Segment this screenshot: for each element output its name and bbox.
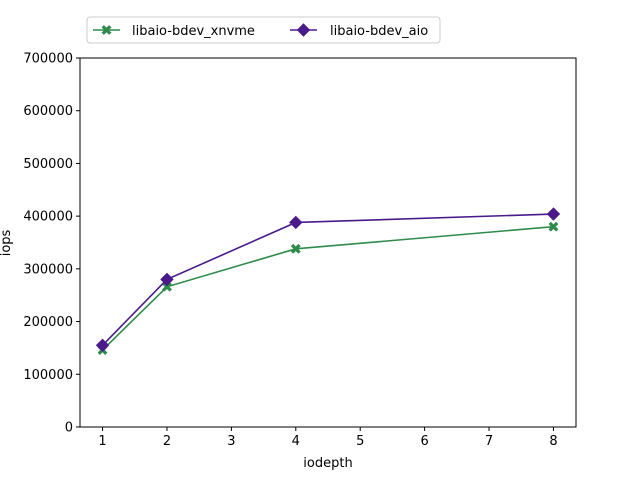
y-tick-label: 300000 xyxy=(23,262,73,277)
x-tick-label: 6 xyxy=(420,434,428,449)
x-tick-label: 2 xyxy=(163,434,171,449)
y-tick-label: 100000 xyxy=(23,368,73,383)
legend-label: libaio-bdev_xnvme xyxy=(132,24,255,39)
series-2 xyxy=(95,207,561,352)
legend-entry: libaio-bdev_xnvme xyxy=(93,24,255,39)
x-tick-label: 8 xyxy=(549,434,557,449)
x-tick-label: 1 xyxy=(98,434,106,449)
x-tick-label: 4 xyxy=(292,434,300,449)
y-tick-label: 700000 xyxy=(23,52,73,67)
legend: libaio-bdev_xnvme libaio-bdev_aio xyxy=(86,16,441,44)
y-tick-label: 600000 xyxy=(23,104,73,119)
y-tick-label: 500000 xyxy=(23,157,73,172)
legend-entry: libaio-bdev_aio xyxy=(290,23,428,39)
series-group xyxy=(95,207,561,355)
y-tick-label: 400000 xyxy=(23,210,73,225)
legend-marker xyxy=(296,23,311,37)
x-tick-label: 5 xyxy=(356,434,364,449)
data-point xyxy=(546,207,561,221)
x-tick-label: 7 xyxy=(485,434,493,449)
x-axis-label: iodepth xyxy=(303,456,352,471)
y-axis-label: iops xyxy=(0,229,14,256)
x-axis: 1 2 3 4 5 6 7 8 xyxy=(98,427,558,449)
series-1 xyxy=(97,221,559,355)
series-line xyxy=(101,225,554,351)
data-point xyxy=(160,272,174,287)
legend-frame xyxy=(86,16,441,44)
data-point xyxy=(95,338,110,352)
data-point xyxy=(548,221,559,232)
y-axis: 0 100000 200000 300000 400000 500000 600000 700… xyxy=(23,52,80,436)
x-tick-label: 3 xyxy=(227,434,235,449)
y-tick-label: 200000 xyxy=(23,315,73,330)
series-line xyxy=(101,213,554,346)
legend-label: libaio-bdev_aio xyxy=(330,24,428,39)
plot-area xyxy=(79,57,577,428)
legend-marker xyxy=(101,25,112,35)
y-tick-label: 0 xyxy=(65,421,73,436)
data-point xyxy=(290,243,301,254)
data-point xyxy=(289,215,303,230)
